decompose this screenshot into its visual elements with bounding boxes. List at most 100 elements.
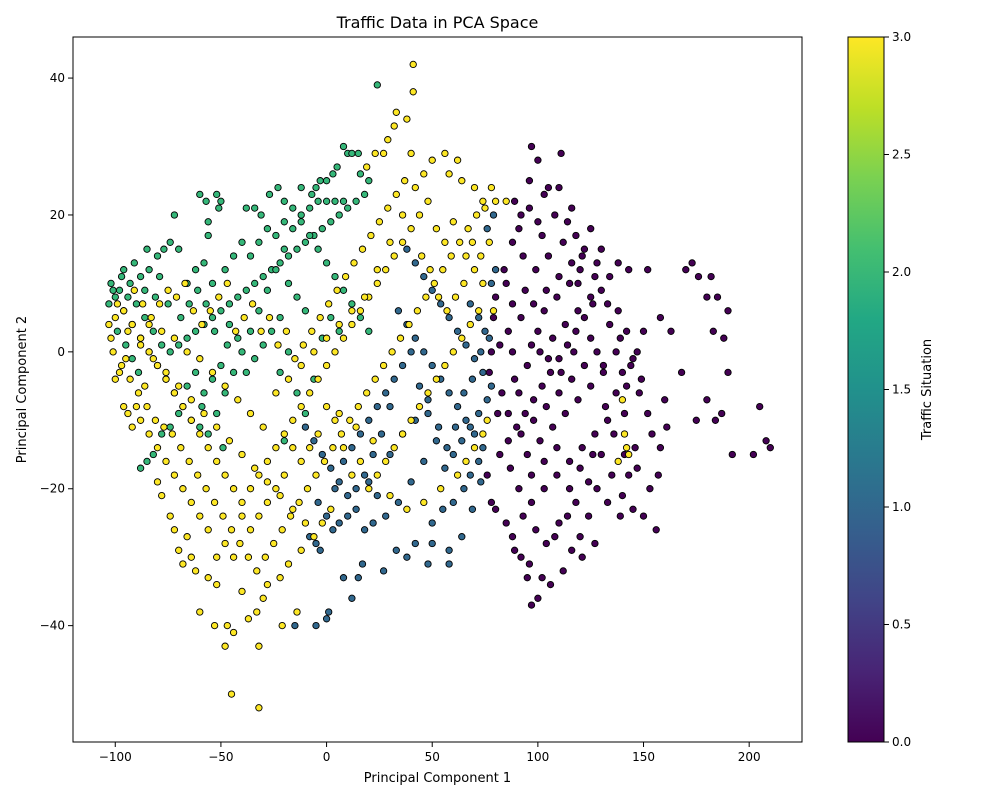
data-point [124,293,132,301]
data-point [576,266,584,274]
data-point [238,587,246,596]
data-point [646,485,654,493]
data-point [263,478,272,486]
data-point [403,115,411,123]
data-point [644,409,652,418]
data-point [373,402,381,411]
data-point [335,478,343,486]
data-point [274,183,282,192]
data-point [329,170,337,178]
data-point [191,567,200,575]
data-point [409,88,417,96]
data-point [392,108,400,116]
data-point [263,457,272,466]
data-point [246,327,255,335]
data-point [223,341,231,349]
data-point [221,539,229,548]
data-point [141,313,149,322]
data-point [175,546,183,554]
data-point [316,546,324,554]
data-point [234,334,242,342]
data-point [339,334,348,342]
data-point [622,444,631,452]
data-point [348,444,356,452]
data-point [559,567,567,575]
series-class-1 [291,211,500,630]
data-point [667,327,675,335]
data-point [293,608,301,616]
data-point [200,259,208,267]
data-point [544,355,553,363]
data-point [198,320,206,329]
data-point [523,450,531,459]
data-point [441,464,449,472]
data-point [648,430,656,438]
y-tick-label: 20 [50,208,65,222]
data-point [204,430,212,438]
data-point [504,409,512,418]
data-point [365,416,373,424]
data-point [170,334,179,342]
data-point [227,690,236,698]
data-point [263,286,272,294]
data-point [360,190,369,199]
data-point [472,211,481,219]
data-point [656,444,665,452]
x-axis-label: Principal Component 1 [364,771,511,786]
data-point [360,471,369,479]
data-point [187,396,195,404]
data-point [259,423,267,431]
data-point [529,396,538,404]
data-point [491,197,500,205]
data-point [109,286,117,294]
data-point [420,498,428,507]
data-point [187,498,195,507]
data-point [392,190,400,199]
data-point [306,389,314,397]
colorbar-tick-label: 1.5 [892,383,911,397]
data-point [327,218,335,226]
data-point [356,313,365,322]
data-point [460,279,468,288]
data-point [639,327,648,335]
data-point [654,471,662,479]
data-point [134,389,143,397]
data-point [515,485,523,493]
data-point [213,553,221,561]
data-point [210,498,219,507]
data-point [267,327,276,335]
data-point [295,498,303,507]
data-point [299,341,307,349]
data-point [136,334,145,342]
data-point [263,580,272,589]
data-point [153,361,162,370]
data-point [612,348,620,356]
data-point [453,402,462,411]
data-point [339,444,348,452]
data-point [475,409,483,418]
data-point [426,266,434,274]
data-point [597,286,605,294]
data-point [549,334,557,342]
data-point [591,430,599,438]
data-point [348,300,356,308]
data-point [584,478,593,486]
data-point [308,190,316,199]
x-tick-label: −100 [99,750,132,764]
data-point [255,307,263,315]
data-point [185,300,193,308]
data-point [185,457,193,466]
data-point [458,334,466,342]
data-point [160,245,168,253]
data-point [352,423,360,431]
data-point [629,505,637,513]
data-point [479,197,487,205]
data-point [204,231,212,240]
data-point [130,259,138,267]
data-point [603,498,612,507]
data-point [204,526,212,534]
colorbar-tick-label: 0.5 [892,618,911,632]
data-point [603,416,612,424]
data-point [263,498,272,507]
data-point [637,375,646,383]
